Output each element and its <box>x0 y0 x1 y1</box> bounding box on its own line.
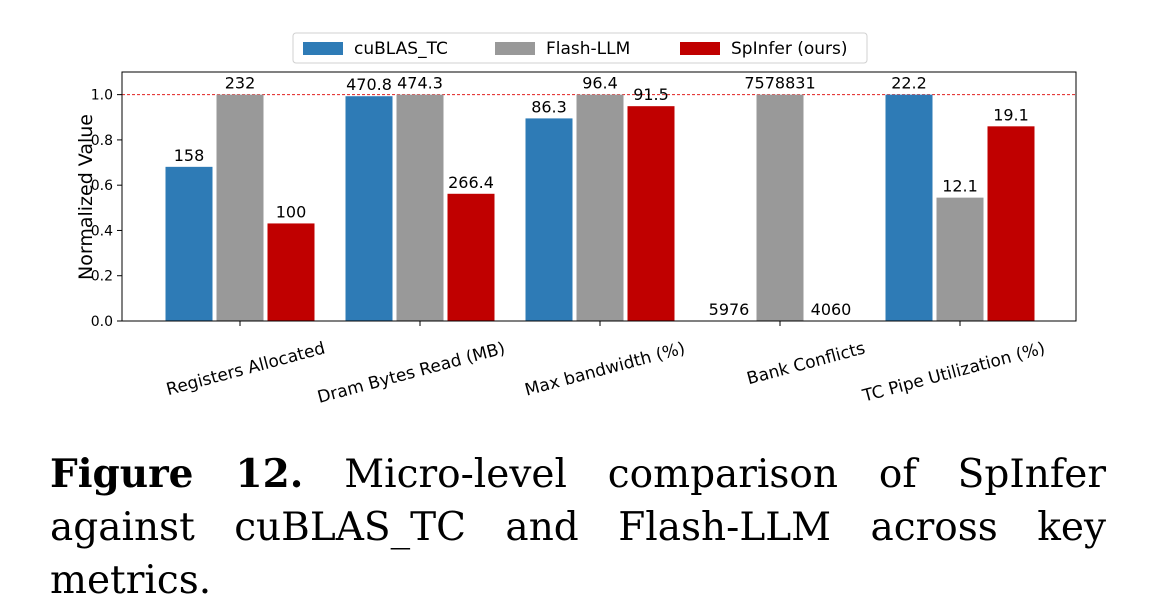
figure-caption: Figure 12. Micro-level comparison of SpI… <box>50 448 1106 607</box>
legend-swatch <box>680 42 720 55</box>
legend-box <box>292 32 868 64</box>
legend-label: SpInfer (ours) <box>731 39 848 59</box>
bar <box>627 106 675 321</box>
bar-value-label: 266.4 <box>448 173 494 192</box>
bar-value-label: 22.2 <box>891 74 927 93</box>
bar <box>165 166 213 321</box>
bar-value-label: 86.3 <box>531 97 567 116</box>
legend: cuBLAS_TC Flash-LLM SpInfer (ours) <box>292 32 868 64</box>
bar <box>345 96 393 321</box>
y-tick-label: 1.0 <box>91 88 113 104</box>
y-tick-label: 0.4 <box>91 223 113 239</box>
bar <box>267 223 315 321</box>
bar-value-label: 96.4 <box>582 74 618 93</box>
figure-label: Figure 12. <box>50 451 304 497</box>
y-tick-label: 0.8 <box>91 133 113 149</box>
x-tick-label: Bank Conflicts <box>745 338 868 389</box>
bar-value-label: 12.1 <box>942 177 978 196</box>
caption-text: Micro-level comparison of SpInfer agains… <box>50 452 1106 603</box>
bar-chart: cuBLAS_TC Flash-LLM SpInfer (ours) 1582321… <box>75 32 1077 408</box>
plot-frame <box>121 71 1077 322</box>
legend-label: cuBLAS_TC <box>354 39 448 59</box>
bars <box>165 94 1035 322</box>
bar-value-label: 158 <box>174 146 205 165</box>
bar <box>396 94 444 322</box>
x-tick-label: TC Pipe Utilization (%) <box>860 339 1048 407</box>
y-tick-label: 0.0 <box>91 314 113 330</box>
bar <box>885 94 933 322</box>
y-tick-label: 0.2 <box>91 269 113 285</box>
legend-swatch <box>303 42 343 55</box>
bar-value-label: 7578831 <box>744 74 815 93</box>
bar-value-label: 19.1 <box>993 105 1029 124</box>
bar-value-label: 474.3 <box>397 74 443 93</box>
x-tick-label: Max bandwidth (%) <box>523 339 688 401</box>
bar-value-label: 4060 <box>811 300 852 319</box>
legend-label: Flash-LLM <box>546 39 630 59</box>
bar <box>525 118 573 322</box>
bar-value-label: 470.8 <box>346 75 392 94</box>
y-tick-label: 0.6 <box>91 178 113 194</box>
bar <box>576 94 624 322</box>
bar <box>936 197 984 321</box>
bar <box>756 94 804 322</box>
x-tick-label: Dram Bytes Read (MB) <box>315 339 507 408</box>
legend-swatch <box>495 42 535 55</box>
y-axis-label: Normalized Value <box>75 114 97 280</box>
bar-value-label: 91.5 <box>633 85 669 104</box>
bar-value-label: 232 <box>225 74 256 93</box>
bar <box>987 126 1035 321</box>
bar <box>216 94 264 322</box>
bar-labels: 158 232 100 470.8 474.3 266.4 86.3 96.4 91.5 5976… <box>174 74 1029 319</box>
bar-value-label: 100 <box>276 202 307 221</box>
bar <box>447 193 495 321</box>
bar-value-label: 5976 <box>709 300 750 319</box>
x-tick-label: Registers Allocated <box>164 339 327 401</box>
